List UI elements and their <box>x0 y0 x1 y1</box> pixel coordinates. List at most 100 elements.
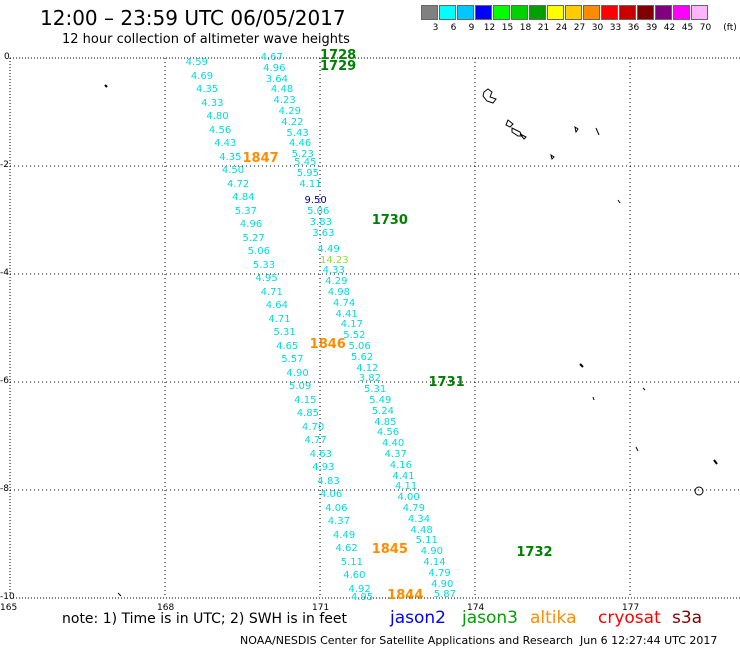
island-shape <box>550 153 555 160</box>
page-title: 12:00 – 23:59 UTC 06/05/2017 <box>40 6 346 30</box>
track-time-label: 1731 <box>428 375 465 390</box>
swh-value: 4.17 <box>340 319 363 331</box>
swh-value: 4.40 <box>382 438 405 450</box>
swh-value: 4.67 <box>260 52 283 63</box>
legend-label: 6 <box>450 23 457 33</box>
swh-value: 4.85 <box>296 408 320 420</box>
swh-value: 5.23 <box>291 149 314 161</box>
swh-value: 4.33 <box>201 97 224 109</box>
swh-value: 4.83 <box>317 475 340 487</box>
legend-swatch <box>547 5 564 20</box>
swh-value: 4.06 <box>325 502 348 514</box>
swh-value: 4.65 <box>276 340 299 352</box>
legend-swatch <box>673 5 690 20</box>
swh-value: 4.29 <box>325 276 348 288</box>
swh-value: 3.83 <box>309 216 332 228</box>
x-tick-label: 165 <box>0 603 18 613</box>
island-shape <box>713 459 718 465</box>
track-time-label: 1730 <box>371 213 408 228</box>
track-time-label: 1728 <box>320 48 357 64</box>
swh-value: 4.96 <box>263 62 286 74</box>
legend-label: 12 <box>483 23 496 33</box>
legend-swatch <box>601 5 618 20</box>
swh-value: 5.11 <box>340 556 363 568</box>
legend-label: 36 <box>627 23 640 33</box>
island-shape <box>574 125 579 134</box>
swh-value: 4.72 <box>227 178 250 190</box>
island-shape <box>592 396 595 401</box>
island-shape <box>579 363 584 368</box>
credit-line: NOAA/NESDIS Center for Satellite Applica… <box>240 634 574 647</box>
swh-value: 4.56 <box>208 124 232 136</box>
legend-swatch <box>583 5 600 20</box>
swh-value: 5.45 <box>294 157 317 169</box>
swh-value: 4.96 <box>239 219 263 231</box>
legend-label: 39 <box>645 23 658 33</box>
swh-value: 4.06 <box>320 489 343 501</box>
x-tick-label: 174 <box>467 603 485 613</box>
mission-jason2: jason2 <box>390 608 446 628</box>
swh-value: 5.06 <box>247 246 270 258</box>
island-outlines <box>104 84 718 597</box>
island-shape <box>642 387 646 391</box>
swh-value: 4.23 <box>273 95 296 107</box>
swh-value: 4.37 <box>327 516 351 528</box>
x-tick-label: 177 <box>622 603 640 613</box>
swh-value: 4.59 <box>185 57 208 69</box>
x-tick-label: 168 <box>157 603 175 613</box>
island-shape <box>511 127 523 137</box>
swh-value: 5.06 <box>307 205 330 217</box>
swh-value: 5.57 <box>281 354 304 366</box>
legend-swatch <box>421 5 438 20</box>
swh-value: 4.64 <box>265 300 289 312</box>
swh-value: 5.62 <box>351 351 374 363</box>
swh-value: 4.49 <box>317 243 340 255</box>
island-shape <box>617 199 621 204</box>
island-shape <box>635 446 639 452</box>
swh-value: 5.87 <box>433 589 456 601</box>
swh-value: 3.64 <box>265 73 289 85</box>
track-time-label: 1845 <box>371 542 408 558</box>
island-shape <box>104 84 108 88</box>
swh-value: 4.33 <box>322 265 345 277</box>
swh-value: 4.43 <box>214 138 237 150</box>
swh-value: 4.00 <box>397 492 420 504</box>
swh-value: 4.50 <box>221 165 245 177</box>
swh-value: 4.14 <box>423 556 446 568</box>
legend-swatch <box>529 5 546 20</box>
swh-value: 4.35 <box>196 84 219 96</box>
swh-value: 4.16 <box>389 459 413 471</box>
island-shape <box>117 592 122 597</box>
swh-value: 4.60 <box>343 570 366 582</box>
generated-timestamp: Jun 6 12:27:44 UTC 2017 <box>580 634 718 647</box>
legend-swatch <box>691 5 708 20</box>
legend-label: 24 <box>555 23 568 33</box>
x-tick-label: 171 <box>312 603 330 613</box>
track-time-label: 1847 <box>242 150 279 166</box>
swh-value: 5.37 <box>234 205 258 217</box>
legend-label: 9 <box>468 23 475 33</box>
swh-value: 4.98 <box>327 286 351 298</box>
legend-label: 15 <box>501 23 514 33</box>
swh-value: 4.48 <box>270 84 294 96</box>
legend-swatch <box>457 5 474 20</box>
swh-value: 5.24 <box>371 405 394 417</box>
swh-value: 4.90 <box>420 546 444 558</box>
swh-value: 5.06 <box>348 340 371 352</box>
swh-value: 4.69 <box>190 70 214 82</box>
swh-value: 4.15 <box>294 394 317 406</box>
swh-value: 5.52 <box>343 330 366 342</box>
swh-value: 4.34 <box>407 513 431 525</box>
swh-value: 4.29 <box>278 106 301 117</box>
swh-value: 4.71 <box>268 313 291 325</box>
swh-value: 9.50 <box>304 195 327 207</box>
mission-altika: altika <box>530 608 577 628</box>
swh-value: 3.63 <box>312 227 335 239</box>
legend-label: 42 <box>663 23 676 33</box>
swh-value: 4.41 <box>392 470 415 482</box>
island-shape <box>595 127 600 136</box>
footer-note: note: 1) Time is in UTC; 2) SWH is in fe… <box>62 611 348 627</box>
map-frame <box>9 57 740 599</box>
lat-lon-grid <box>9 57 740 599</box>
